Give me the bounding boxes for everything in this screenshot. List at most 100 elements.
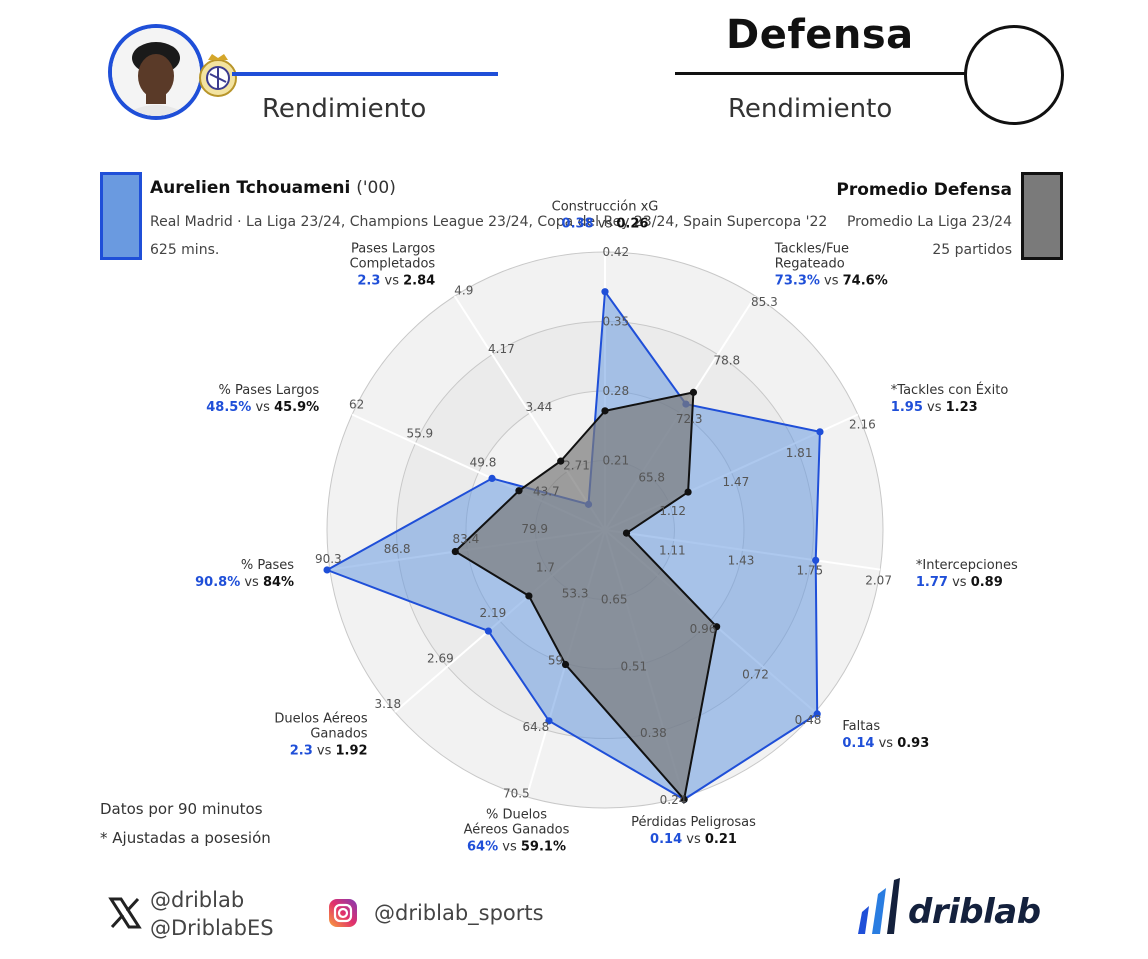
radar-tick-label: 1.7: [536, 560, 555, 574]
player-name-line: Aurelien Tchouameni ('00): [150, 178, 396, 198]
radar-tick-label: 1.11: [659, 544, 686, 558]
radar-axis-values: 64% vs 59.1%: [467, 839, 566, 854]
radar-tick-label: 1.12: [659, 504, 686, 518]
average-radar-point: [680, 795, 688, 804]
radar-tick-label: 0.24: [660, 793, 687, 807]
average-radar-point: [684, 488, 692, 496]
player-radar-point: [813, 710, 821, 718]
radar-axis-label: Completados: [350, 257, 436, 272]
player-radar-point: [323, 566, 331, 574]
radar-tick-label: 4.17: [488, 342, 515, 356]
radar-tick-label: 0.38: [640, 726, 667, 740]
driblab-logo-mark-icon: [856, 878, 902, 936]
player-name: Aurelien Tchouameni: [150, 178, 351, 198]
radar-axis-label: Regateado: [775, 257, 845, 272]
position-title: Defensa: [726, 12, 914, 58]
average-matches: 25 partidos: [932, 242, 1012, 258]
radar-axis-label: % Duelos: [486, 807, 547, 822]
radar-tick-label: 49.8: [470, 455, 497, 469]
radar-tick-label: 55.9: [406, 427, 433, 441]
player-radar-point: [601, 288, 609, 296]
radar-tick-label: 90.3: [315, 552, 342, 566]
player-birth-year: ('00): [356, 178, 396, 198]
footnote-per90: Datos por 90 minutos: [100, 800, 263, 818]
radar-axis-values: 73.3% vs 74.6%: [775, 274, 888, 289]
radar-axis-label: % Pases Largos: [219, 383, 320, 398]
radar-tick-label: 0.42: [602, 245, 629, 259]
radar-axis-values: 0.14 vs 0.93: [842, 736, 929, 751]
radar-tick-label: 1.75: [796, 563, 823, 577]
player-radar-point: [816, 428, 824, 436]
average-competitions: Promedio La Liga 23/24: [846, 214, 1012, 230]
radar-tick-label: 70.5: [503, 787, 530, 801]
radar-tick-label: 1.81: [786, 446, 813, 460]
radar-tick-label: 59: [548, 653, 563, 667]
radar-axis-label: Pases Largos: [351, 242, 435, 257]
radar-tick-label: 2.07: [865, 573, 892, 587]
radar-axis-label: % Pases: [241, 558, 294, 573]
radar-axis-values: 48.5% vs 45.9%: [206, 400, 319, 415]
radar-tick-label: 2.71: [563, 459, 590, 473]
average-radar-point: [561, 660, 570, 669]
radar-tick-label: 78.8: [713, 353, 740, 367]
radar-tick-label: 79.9: [521, 522, 548, 536]
x-logo-icon: [108, 896, 144, 932]
player-radar-point: [545, 717, 553, 725]
instagram-handle[interactable]: @driblab_sports: [374, 901, 544, 925]
radar-axis-label: Aéreos Ganados: [464, 822, 570, 837]
radar-tick-label: 53.3: [562, 587, 589, 601]
average-radar-point: [515, 487, 523, 495]
average-radar-point: [689, 388, 698, 396]
instagram-icon: [328, 898, 358, 928]
player-avatar: [108, 24, 204, 120]
x-handle-secondary[interactable]: @DriblabES: [150, 916, 274, 940]
radar-axis-values: 90.8% vs 84%: [195, 575, 294, 590]
radar-tick-label: 4.9: [454, 283, 473, 297]
radar-tick-label: 65.8: [638, 470, 665, 484]
radar-tick-label: 3.18: [374, 697, 401, 711]
player-minutes: 625 mins.: [150, 242, 220, 258]
club-crest-icon: [198, 52, 238, 98]
radar-chart: 0.21 0.28 0.35 0.42 65.8 72.3 78.8 85.3 1.12 1.47…: [195, 199, 1018, 854]
x-handles[interactable]: @driblab @DriblabES: [150, 886, 274, 942]
radar-axis-values: 2.3 vs 1.92: [290, 744, 368, 759]
average-radar-point: [451, 547, 459, 556]
radar-tick-label: 0.65: [601, 593, 628, 607]
radar-axis-label: *Tackles con Éxito: [891, 382, 1009, 398]
radar-tick-label: 3.44: [526, 400, 553, 414]
x-handle-primary[interactable]: @driblab: [150, 888, 245, 912]
radar-tick-label: 0.51: [620, 659, 647, 673]
average-radar-point: [622, 529, 631, 537]
radar-tick-label: 2.19: [480, 606, 507, 620]
footnote-possession: * Ajustadas a posesión: [100, 829, 271, 847]
radar-tick-label: 83.4: [453, 532, 480, 546]
radar-axis-label: *Intercepciones: [916, 558, 1018, 573]
radar-tick-label: 0.28: [602, 384, 629, 398]
average-radar-point: [525, 592, 533, 600]
header-divider-right: [675, 72, 967, 75]
right-subtitle: Rendimiento: [728, 94, 893, 124]
radar-tick-label: 85.3: [751, 295, 778, 309]
radar-axis-values: 0.14 vs 0.21: [650, 832, 737, 847]
player-legend-swatch: [100, 172, 142, 260]
radar-tick-label: 86.8: [384, 542, 411, 556]
player-radar-point: [484, 627, 492, 635]
radar-tick-label: 0.21: [602, 454, 629, 468]
radar-tick-label: 64.8: [523, 720, 550, 734]
comparison-avatar-placeholder: [964, 25, 1064, 125]
header-divider-left: [232, 72, 498, 76]
radar-tick-label: 0.72: [742, 668, 769, 682]
average-radar-point: [557, 457, 565, 465]
average-radar-point: [713, 623, 721, 631]
radar-axis-label: Construcción xG: [552, 199, 659, 214]
radar-tick-label: 0.48: [795, 713, 822, 727]
average-radar-area: [453, 391, 718, 802]
radar-tick-label: 43.7: [533, 484, 560, 498]
radar-axis-label: Ganados: [310, 727, 367, 742]
average-name: Promedio Defensa: [836, 180, 1012, 200]
player-radar-point: [812, 556, 820, 564]
player-radar-point: [488, 474, 496, 483]
player-competitions: Real Madrid · La Liga 23/24, Champions L…: [150, 214, 828, 230]
radar-axis-values: 0.38 vs 0.26: [562, 216, 649, 231]
radar-tick-label: 0.35: [602, 315, 629, 329]
